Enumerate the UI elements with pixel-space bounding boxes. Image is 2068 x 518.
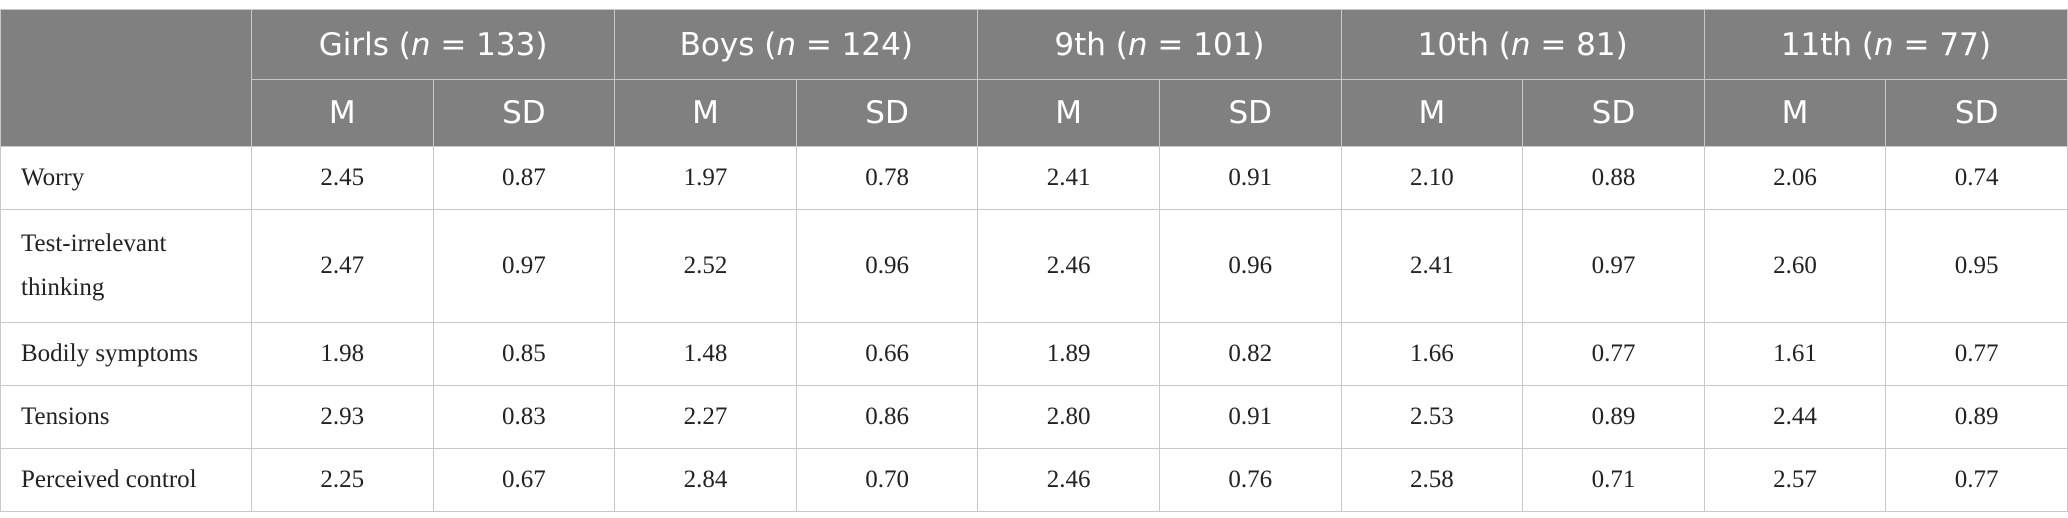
value-cell: 2.84	[614, 448, 797, 512]
value-cell: 2.46	[977, 209, 1160, 323]
value-cell: 1.61	[1703, 322, 1887, 386]
value-cell: 2.06	[1703, 146, 1887, 210]
value-cell: 2.27	[614, 385, 797, 449]
n-symbol: n	[1127, 26, 1148, 63]
value-cell: 0.76	[1158, 448, 1342, 512]
subheader: M	[1703, 79, 1887, 147]
value-cell: 0.96	[795, 209, 979, 323]
subheader: M	[251, 79, 434, 147]
table-row: Bodily symptoms 1.98 0.85 1.48 0.66 1.89 0.82 1…	[0, 322, 2068, 386]
stats-table: Girls (n = 133) Boys (n = 124) 9th (n = 10…	[0, 9, 2068, 512]
value-cell: 0.83	[432, 385, 616, 449]
value-cell: 1.89	[977, 322, 1160, 386]
table-body: Worry 2.45 0.87 1.97 0.78 2.41 0.91 2.10 0.88 2.0…	[0, 146, 2068, 512]
subheader: M	[977, 79, 1160, 147]
value-cell: 1.97	[614, 146, 797, 210]
value-cell: 2.45	[251, 146, 434, 210]
value-cell: 0.67	[432, 448, 616, 512]
subheader: M	[614, 79, 797, 147]
subheader-row: M SD M SD M SD M SD M SD	[1, 79, 2068, 147]
corner-cell	[0, 9, 252, 147]
n-symbol: n	[776, 26, 796, 63]
value-cell: 0.77	[1885, 448, 2068, 512]
row-label: Test-irrelevant thinking	[0, 209, 252, 323]
group-label: 10th (	[1417, 26, 1511, 63]
value-cell: 0.71	[1522, 448, 1705, 512]
value-cell: 2.52	[614, 209, 797, 323]
subheader: SD	[1885, 79, 2068, 147]
value-cell: 0.91	[1158, 146, 1342, 210]
value-cell: 0.70	[795, 448, 979, 512]
value-cell: 0.78	[795, 146, 979, 210]
value-cell: 0.85	[432, 322, 616, 386]
n-symbol: n	[410, 26, 431, 63]
group-header: 10th (n = 81)	[1340, 9, 1705, 80]
group-label: Girls (	[318, 26, 411, 63]
value-cell: 0.74	[1885, 146, 2068, 210]
value-cell: 0.88	[1522, 146, 1705, 210]
group-label: 9th (	[1054, 26, 1128, 63]
value-cell: 2.41	[977, 146, 1160, 210]
value-cell: 2.44	[1703, 385, 1887, 449]
group-count: = 81)	[1530, 26, 1628, 63]
value-cell: 1.66	[1340, 322, 1524, 386]
value-cell: 0.87	[432, 146, 616, 210]
table-row: Tensions 2.93 0.83 2.27 0.86 2.80 0.91 2.53 0.89…	[0, 385, 2068, 449]
group-header: 11th (n = 77)	[1703, 9, 2068, 80]
value-cell: 2.58	[1340, 448, 1524, 512]
value-cell: 2.53	[1340, 385, 1524, 449]
group-label: 11th (	[1780, 26, 1875, 63]
value-cell: 2.80	[977, 385, 1160, 449]
subheader: SD	[1158, 79, 1342, 147]
group-count: = 101)	[1147, 26, 1265, 63]
value-cell: 0.89	[1885, 385, 2068, 449]
group-header: Boys (n = 124)	[614, 9, 979, 80]
n-symbol: n	[1874, 26, 1894, 63]
value-cell: 0.82	[1158, 322, 1342, 386]
value-cell: 0.97	[1522, 209, 1705, 323]
group-count: = 133)	[430, 26, 548, 63]
value-cell: 0.86	[795, 385, 979, 449]
value-cell: 0.97	[432, 209, 616, 323]
value-cell: 2.47	[251, 209, 434, 323]
value-cell: 0.66	[795, 322, 979, 386]
value-cell: 2.10	[1340, 146, 1524, 210]
subheader: SD	[795, 79, 979, 147]
table-row: Worry 2.45 0.87 1.97 0.78 2.41 0.91 2.10 0.88 2.0…	[0, 146, 2068, 210]
value-cell: 2.41	[1340, 209, 1524, 323]
row-label: Tensions	[0, 385, 252, 449]
row-label: Perceived control	[0, 448, 252, 512]
subheader: SD	[432, 79, 616, 147]
group-header: Girls (n = 133)	[250, 9, 616, 80]
group-count: = 124)	[795, 26, 913, 63]
value-cell: 2.46	[977, 448, 1160, 512]
value-cell: 2.25	[251, 448, 434, 512]
value-cell: 1.48	[614, 322, 797, 386]
value-cell: 0.77	[1522, 322, 1705, 386]
value-cell: 2.93	[251, 385, 434, 449]
value-cell: 0.95	[1885, 209, 2068, 323]
group-header: 9th (n = 101)	[977, 9, 1342, 80]
value-cell: 2.57	[1703, 448, 1887, 512]
value-cell: 0.91	[1158, 385, 1342, 449]
group-count: = 77)	[1893, 26, 1991, 63]
row-label: Bodily symptoms	[0, 322, 252, 386]
table-row: Test-irrelevant thinking 2.47 0.97 2.52 0.96…	[0, 209, 2068, 323]
group-row: Girls (n = 133) Boys (n = 124) 9th (n = 10…	[0, 9, 2068, 147]
subheader: SD	[1522, 79, 1705, 147]
value-cell: 1.98	[251, 322, 434, 386]
table-row: Perceived control 2.25 0.67 2.84 0.70 2.46 0.7…	[0, 448, 2068, 512]
subheader: M	[1340, 79, 1524, 147]
value-cell: 0.77	[1885, 322, 2068, 386]
row-label: Worry	[0, 146, 252, 210]
group-label: Boys (	[679, 26, 777, 63]
value-cell: 0.89	[1522, 385, 1705, 449]
n-symbol: n	[1510, 26, 1531, 63]
value-cell: 2.60	[1703, 209, 1887, 323]
table-head: Girls (n = 133) Boys (n = 124) 9th (n = 10…	[0, 9, 2068, 147]
value-cell: 0.96	[1158, 209, 1342, 323]
